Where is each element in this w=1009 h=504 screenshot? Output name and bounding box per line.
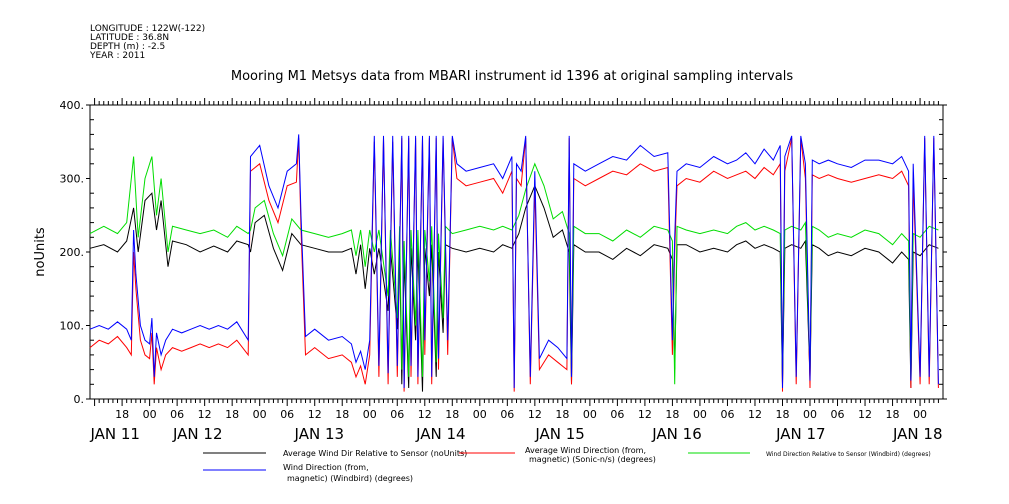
x-tick-label: 18 [555, 408, 569, 421]
series-line-2 [89, 156, 939, 385]
legend-label-rel-windbird: Wind Direction Relative to Sensor (Windb… [766, 451, 931, 458]
y-tick-label: 200. [60, 246, 85, 259]
x-tick-label: 12 [418, 408, 432, 421]
x-day-label: JAN 14 [415, 425, 466, 443]
x-tick-label: 00 [253, 408, 267, 421]
y-axis-label: noUnits [33, 227, 48, 277]
series-line-0 [89, 184, 939, 392]
series-line-3 [89, 134, 939, 389]
x-tick-label: 00 [693, 408, 707, 421]
x-day-label: JAN 18 [892, 425, 943, 443]
y-tick-label: 0. [74, 393, 85, 406]
x-tick-label: 00 [143, 408, 157, 421]
x-day-label: JAN 17 [775, 425, 826, 443]
x-tick-label: 06 [610, 408, 624, 421]
x-tick-label: 06 [390, 408, 404, 421]
y-tick-label: 400. [60, 99, 85, 112]
metadata-block: LONGITUDE : 122W(-122) LATITUDE : 36.8N … [89, 24, 205, 61]
x-day-label: JAN 11 [89, 425, 140, 443]
legend-label-avg-dir-2: magnetic) (Sonic-n/s) (degrees) [529, 455, 656, 464]
x-tick-label: 18 [886, 408, 900, 421]
y-tick-label: 100. [60, 320, 85, 333]
x-tick-label: 00 [803, 408, 817, 421]
x-tick-label: 06 [831, 408, 845, 421]
legend-label-dir-windbird-2: magnetic) (Windbird) (degrees) [287, 474, 413, 483]
x-tick-label: 12 [308, 408, 322, 421]
x-tick-label: 18 [445, 408, 459, 421]
legend: Average Wind Dir Relative to Sensor (noU… [203, 446, 931, 483]
x-tick-label: 12 [528, 408, 542, 421]
x-tick-label: 00 [913, 408, 927, 421]
x-tick-label: 00 [473, 408, 487, 421]
x-tick-label: 00 [583, 408, 597, 421]
series-group [89, 134, 939, 392]
x-tick-label: 18 [115, 408, 129, 421]
x-day-label: JAN 12 [172, 425, 223, 443]
legend-label-avg-rel: Average Wind Dir Relative to Sensor (noU… [283, 449, 467, 458]
x-tick-label: 18 [775, 408, 789, 421]
metadata-longitude: LONGITUDE : 122W(-122) [90, 24, 205, 34]
y-axis-ticks: 0. 100. 200. 300. 400. [60, 99, 947, 406]
x-tick-label: 06 [720, 408, 734, 421]
plot-frame [89, 104, 944, 400]
x-tick-label: 06 [170, 408, 184, 421]
x-tick-label: 18 [335, 408, 349, 421]
x-tick-label: 06 [280, 408, 294, 421]
metadata-latitude: LATITUDE : 36.8N [90, 33, 169, 43]
x-tick-label: 12 [638, 408, 652, 421]
x-day-label: JAN 16 [651, 425, 702, 443]
x-tick-label: 18 [225, 408, 239, 421]
x-tick-label: 18 [665, 408, 679, 421]
legend-label-avg-dir-1: Average Wind Direction (from, [525, 446, 646, 455]
x-tick-label: 12 [748, 408, 762, 421]
x-day-label: JAN 15 [534, 425, 585, 443]
legend-label-dir-windbird-1: Wind Direction (from, [283, 463, 369, 472]
x-tick-label: 12 [198, 408, 212, 421]
x-day-label: JAN 13 [294, 425, 345, 443]
metadata-year: YEAR : 2011 [89, 51, 145, 61]
x-tick-label: 00 [363, 408, 377, 421]
x-tick-label: 06 [500, 408, 514, 421]
x-tick-label: 12 [858, 408, 872, 421]
y-tick-label: 300. [60, 173, 85, 186]
chart-title: Mooring M1 Metsys data from MBARI instru… [231, 69, 793, 84]
x-axis-ticks: 18 00 06 12 18 00 06 12 18 00 06 12 18 00 06 12 18 00 06 12… [89, 98, 943, 443]
metadata-depth: DEPTH (m) : -2.5 [90, 42, 165, 52]
